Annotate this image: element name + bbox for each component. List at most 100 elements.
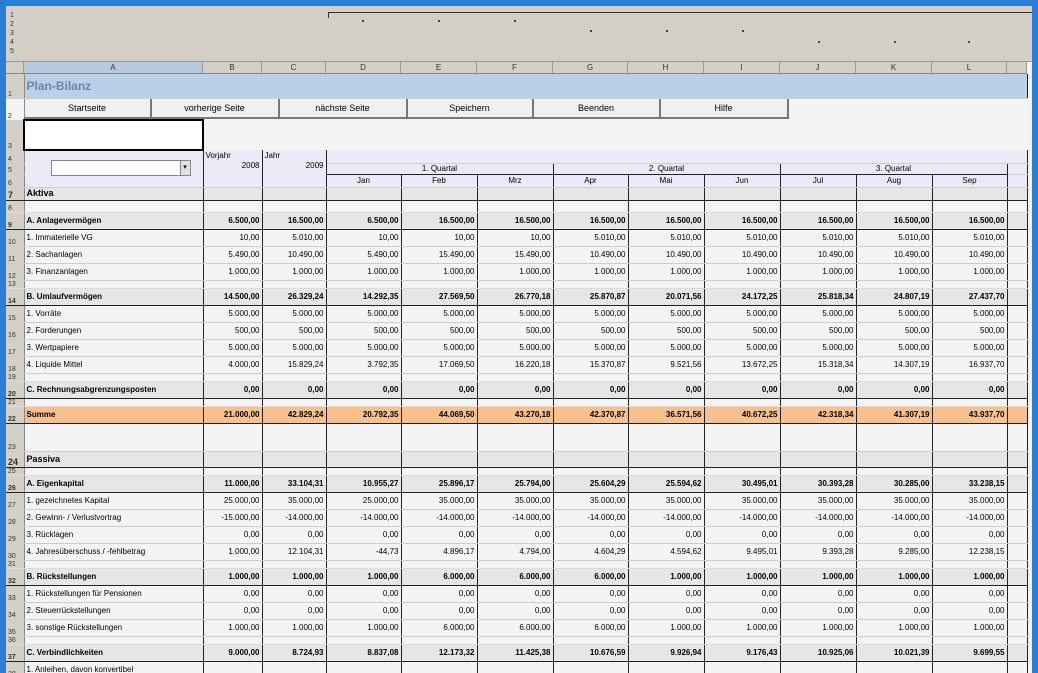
row-label[interactable]: 3. Finanzanlagen <box>24 263 204 281</box>
value-cell[interactable]: 5.000,00 <box>326 339 402 357</box>
row-header[interactable]: 7 <box>6 187 25 201</box>
value-cell[interactable]: 1.000,00 <box>704 619 781 637</box>
column-header[interactable]: E <box>401 62 477 73</box>
value-cell[interactable] <box>780 398 857 407</box>
value-cell[interactable]: 10,00 <box>477 229 554 247</box>
row-header[interactable]: 2 <box>6 98 25 121</box>
row-header[interactable]: 31 <box>6 560 25 569</box>
value-cell[interactable]: 500,00 <box>704 322 781 340</box>
value-cell[interactable] <box>401 451 478 468</box>
cell[interactable] <box>1007 423 1028 452</box>
value-cell[interactable]: 9.176,43 <box>704 643 781 662</box>
cell[interactable] <box>1007 492 1028 510</box>
value-cell[interactable]: 500,00 <box>326 322 402 340</box>
value-cell[interactable]: 0,00 <box>553 602 629 620</box>
value-cell[interactable]: 20.071,56 <box>628 287 705 306</box>
value-cell[interactable]: 0,00 <box>704 526 781 544</box>
row-label[interactable] <box>24 398 204 407</box>
value-cell[interactable] <box>262 398 327 407</box>
value-cell[interactable]: 1.000,00 <box>203 619 263 637</box>
value-cell[interactable]: 27.437,70 <box>932 287 1008 306</box>
value-cell[interactable]: 10.021,39 <box>856 643 933 662</box>
value-cell[interactable]: 35.000,00 <box>553 492 629 510</box>
value-cell[interactable] <box>401 661 478 673</box>
row-header[interactable]: 27 <box>6 492 25 510</box>
column-header[interactable]: I <box>704 62 780 73</box>
cell[interactable] <box>1007 405 1028 424</box>
value-cell[interactable] <box>932 451 1008 468</box>
value-cell[interactable]: 1.000,00 <box>628 263 705 281</box>
value-cell[interactable]: 0,00 <box>326 380 402 399</box>
column-header[interactable]: H <box>628 62 704 73</box>
value-cell[interactable]: 33.238,15 <box>932 474 1008 493</box>
value-cell[interactable]: 35.000,00 <box>780 492 857 510</box>
value-cell[interactable] <box>262 560 327 569</box>
value-cell[interactable] <box>780 636 857 645</box>
value-cell[interactable] <box>262 451 327 468</box>
value-cell[interactable]: 5.000,00 <box>262 305 327 323</box>
value-cell[interactable]: 5.000,00 <box>401 305 478 323</box>
value-cell[interactable]: 16.220,18 <box>477 356 554 374</box>
value-cell[interactable]: 5.010,00 <box>780 229 857 247</box>
value-cell[interactable]: 1.000,00 <box>704 567 781 586</box>
value-cell[interactable]: 10.490,00 <box>856 246 933 264</box>
row-header[interactable]: 35 <box>6 619 25 637</box>
section-label[interactable]: A. Anlagevermögen <box>24 211 204 230</box>
value-cell[interactable]: 1.000,00 <box>326 619 402 637</box>
cell[interactable] <box>1007 451 1028 468</box>
value-cell[interactable] <box>203 398 263 407</box>
value-cell[interactable]: 1.000,00 <box>477 263 554 281</box>
value-cell[interactable]: 5.490,00 <box>326 246 402 264</box>
value-cell[interactable]: 25.604,29 <box>553 474 629 493</box>
row-label[interactable]: 1. Immaterielle VG <box>24 229 204 247</box>
cell[interactable] <box>1007 543 1028 561</box>
value-cell[interactable]: 4.794,00 <box>477 543 554 561</box>
value-cell[interactable]: 5.000,00 <box>780 305 857 323</box>
value-cell[interactable] <box>628 560 705 569</box>
value-cell[interactable] <box>326 636 402 645</box>
value-cell[interactable]: 10.490,00 <box>553 246 629 264</box>
cell[interactable] <box>1007 398 1028 407</box>
outline-collapse-dot[interactable] <box>590 30 592 32</box>
value-cell[interactable]: 0,00 <box>401 585 478 603</box>
nav-button-nächste-seite[interactable]: nächste Seite <box>279 98 408 119</box>
value-cell[interactable]: 0,00 <box>326 526 402 544</box>
value-cell[interactable] <box>203 560 263 569</box>
value-cell[interactable]: -14.000,00 <box>704 509 781 527</box>
row-label[interactable] <box>24 373 204 382</box>
row-label[interactable]: 1. Vorräte <box>24 305 204 323</box>
value-cell[interactable]: 1.000,00 <box>780 619 857 637</box>
cell[interactable] <box>1007 280 1028 289</box>
value-cell[interactable] <box>401 560 478 569</box>
value-cell[interactable]: 0,00 <box>262 526 327 544</box>
row-label[interactable]: 4. Jahresüberschuss / -fehlbetrag <box>24 543 204 561</box>
value-cell[interactable]: 36.571,56 <box>628 405 705 424</box>
value-cell[interactable]: 24.807,19 <box>856 287 933 306</box>
nav-button-hilfe[interactable]: Hilfe <box>660 98 789 119</box>
cell[interactable] <box>1007 661 1028 673</box>
value-cell[interactable] <box>856 636 933 645</box>
value-cell[interactable]: 6.000,00 <box>477 567 554 586</box>
nav-button-vorherige-seite[interactable]: vorherige Seite <box>151 98 280 119</box>
value-cell[interactable]: 4.604,29 <box>553 543 629 561</box>
value-cell[interactable]: 16.500,00 <box>932 211 1008 230</box>
value-cell[interactable] <box>477 280 554 289</box>
row-header[interactable]: 11 <box>6 246 25 264</box>
outline-collapse-dot[interactable] <box>818 41 820 43</box>
value-cell[interactable] <box>856 373 933 382</box>
value-cell[interactable]: 35.000,00 <box>628 492 705 510</box>
value-cell[interactable]: 5.000,00 <box>932 305 1008 323</box>
value-cell[interactable]: 0,00 <box>477 380 554 399</box>
value-cell[interactable] <box>780 200 857 213</box>
row-label[interactable] <box>24 280 204 289</box>
value-cell[interactable] <box>553 200 629 213</box>
value-cell[interactable]: 15.829,24 <box>262 356 327 374</box>
value-cell[interactable] <box>628 187 705 201</box>
value-cell[interactable] <box>477 373 554 382</box>
value-cell[interactable] <box>326 467 402 476</box>
value-cell[interactable] <box>704 451 781 468</box>
value-cell[interactable]: -14.000,00 <box>477 509 554 527</box>
value-cell[interactable] <box>326 451 402 468</box>
value-cell[interactable]: 16.500,00 <box>856 211 933 230</box>
value-cell[interactable]: 10.490,00 <box>704 246 781 264</box>
